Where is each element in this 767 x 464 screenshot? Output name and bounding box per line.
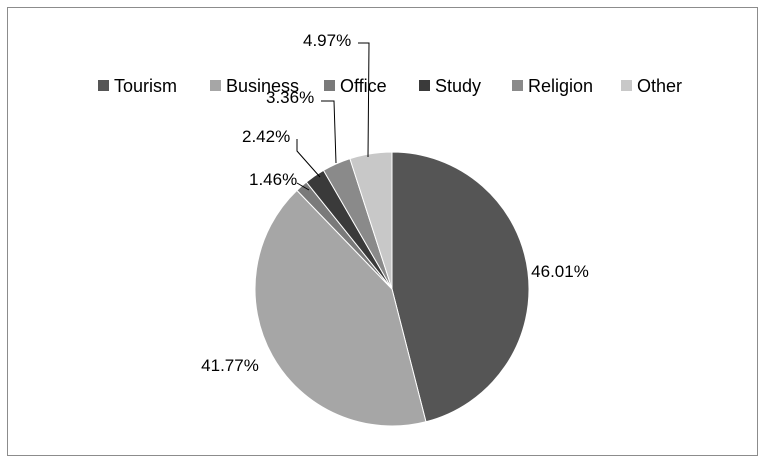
legend-item-other: Other <box>621 76 682 96</box>
legend-label-study: Study <box>435 76 481 96</box>
data-label-tourism: 46.01% <box>531 262 589 281</box>
legend-item-tourism: Tourism <box>98 76 177 96</box>
legend-swatch-office <box>324 80 335 91</box>
data-label-office: 1.46% <box>249 170 297 189</box>
legend-swatch-study <box>419 80 430 91</box>
legend: Tourism Business Office Study Religion Other <box>98 76 682 96</box>
leader-line-office <box>296 182 310 191</box>
legend-item-office: Office <box>324 76 387 96</box>
leader-line-other <box>358 42 370 158</box>
legend-label-office: Office <box>340 76 387 96</box>
legend-swatch-other <box>621 80 632 91</box>
legend-item-business: Business <box>210 76 299 96</box>
pie-slice-other <box>349 151 393 290</box>
legend-label-other: Other <box>637 76 682 96</box>
legend-label-tourism: Tourism <box>114 76 177 96</box>
legend-label-religion: Religion <box>528 76 593 96</box>
legend-swatch-tourism <box>98 80 109 91</box>
legend-item-study: Study <box>419 76 481 96</box>
legend-label-business: Business <box>226 76 299 96</box>
pie-slice-tourism <box>391 151 530 423</box>
legend-swatch-business <box>210 80 221 91</box>
legend-swatch-religion <box>512 80 523 91</box>
data-labels: 46.01% 41.77% 1.46% 2.42% 3.36% 4.97% <box>201 31 589 375</box>
leader-lines <box>296 42 370 191</box>
data-label-study: 2.42% <box>242 127 290 146</box>
leader-line-religion <box>321 100 337 164</box>
pie-slice-business <box>254 189 427 427</box>
data-label-religion: 3.36% <box>266 88 314 107</box>
leader-line-study <box>296 139 321 178</box>
data-label-business: 41.77% <box>201 356 259 375</box>
data-label-other: 4.97% <box>303 31 351 50</box>
legend-item-religion: Religion <box>512 76 593 96</box>
pie-slices <box>254 151 530 427</box>
